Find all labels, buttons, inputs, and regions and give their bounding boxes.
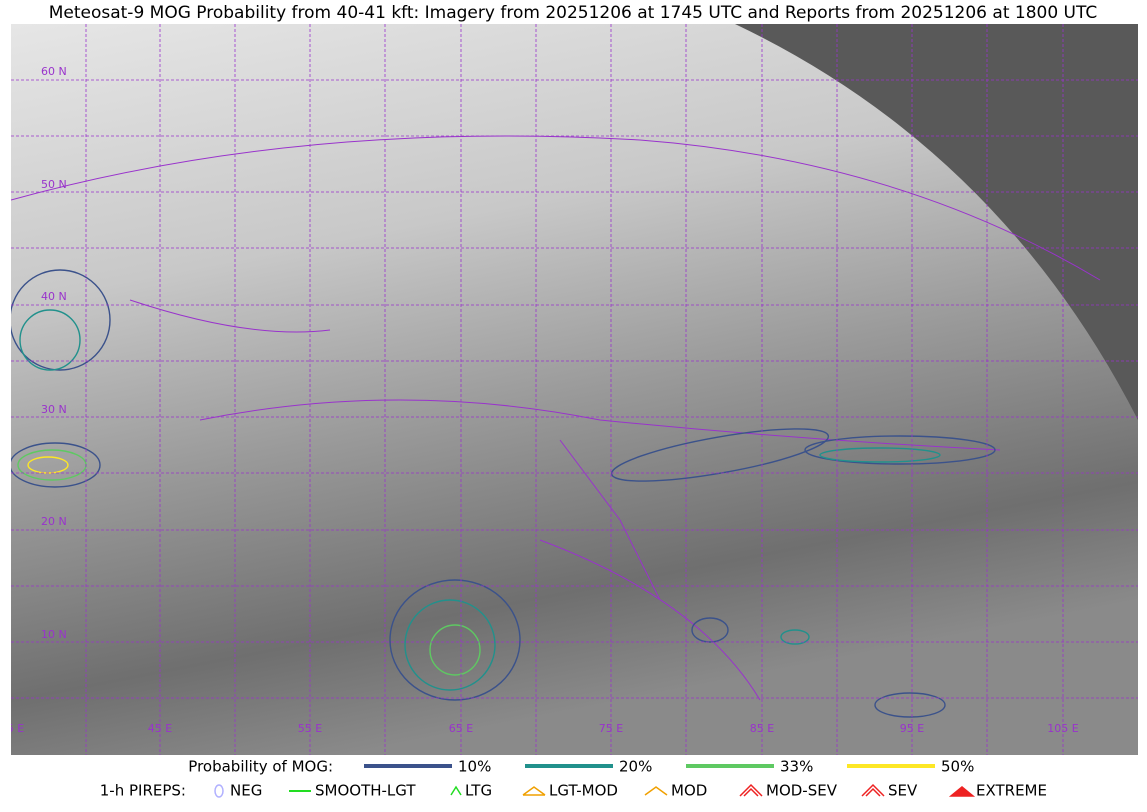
legend-title: 1-h PIREPS:	[100, 782, 186, 800]
lon-label: 35 E	[0, 722, 24, 735]
lat-label: 20 N	[41, 515, 67, 528]
pirep-label: LTG	[465, 782, 492, 800]
lon-label: 105 E	[1047, 722, 1078, 735]
lon-label: 85 E	[750, 722, 774, 735]
legend: Probability of MOG: 10% 20% 33% 50% 1-h PIR…	[100, 758, 1047, 800]
legend-label: 10%	[458, 758, 491, 776]
lon-label: 55 E	[298, 722, 322, 735]
lat-label: 40 N	[41, 290, 67, 303]
pirep-label: SEV	[888, 782, 918, 800]
pirep-label: SMOOTH-LGT	[315, 782, 416, 800]
borders	[11, 135, 1101, 701]
legend-label: 33%	[780, 758, 813, 776]
legend-label: 50%	[941, 758, 974, 776]
lat-label: 10 N	[41, 628, 67, 641]
lon-label: 95 E	[900, 722, 924, 735]
lon-label: 65 E	[449, 722, 473, 735]
pirep-label: EXTREME	[976, 782, 1047, 800]
graticule	[11, 24, 1138, 755]
legend-label: 20%	[619, 758, 652, 776]
pirep-label: NEG	[230, 782, 262, 800]
lat-label: 50 N	[41, 178, 67, 191]
map: 60 N 50 N 40 N 30 N 20 N 10 N 35 E 45 E …	[0, 24, 1138, 755]
probability-items: 10% 20% 33% 50%	[364, 758, 974, 776]
legend-title: Probability of MOG:	[188, 758, 333, 776]
off-disk	[735, 24, 1138, 420]
pirep-symbols	[214, 783, 976, 798]
pirep-label: MOD-SEV	[766, 782, 838, 800]
pirep-label: LGT-MOD	[549, 782, 618, 800]
lon-label: 75 E	[599, 722, 623, 735]
pirep-label: MOD	[671, 782, 707, 800]
lon-label: 45 E	[148, 722, 172, 735]
lat-label: 30 N	[41, 403, 67, 416]
title: Meteosat-9 MOG Probability from 40-41 kf…	[49, 3, 1098, 23]
lat-label: 60 N	[41, 65, 67, 78]
